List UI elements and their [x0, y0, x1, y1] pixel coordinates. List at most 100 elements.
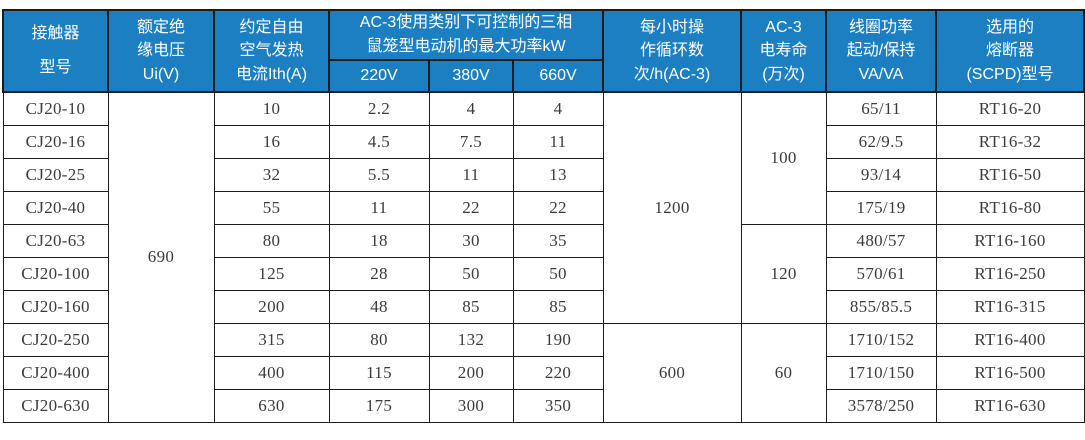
cell-kw-660v: 11: [512, 124, 604, 159]
table-row: CJ20-10 690 10 2.2 4 4 1200 100 65/11 RT…: [2, 91, 1085, 423]
cell-model: CJ20-630: [2, 388, 109, 423]
cell-insulation-voltage: 690: [107, 91, 215, 423]
cell-kw-220v: 5.5: [328, 157, 430, 192]
cell-coil-power: 93/14: [825, 157, 937, 192]
cell-kw-380v: 85: [428, 289, 514, 324]
header-insulation-voltage: 额定绝 缘电压 Ui(V): [107, 9, 215, 93]
cell-kw-220v: 2.2: [328, 91, 430, 126]
cell-ith: 80: [213, 223, 330, 258]
cell-coil-power: 855/85.5: [825, 289, 937, 324]
cell-kw-380v: 50: [428, 256, 514, 291]
cell-electrical-life: 120: [740, 223, 827, 324]
cell-fuse: RT16-250: [935, 256, 1085, 291]
cell-model: CJ20-16: [2, 124, 109, 159]
cell-coil-power: 175/19: [825, 190, 937, 225]
cell-kw-660v: 350: [512, 388, 604, 423]
table-row: CJ20-16 16 4.5 7.5 11 62/9.5 RT16-32: [2, 124, 1085, 159]
cell-coil-power: 1710/150: [825, 355, 937, 390]
cell-kw-380v: 300: [428, 388, 514, 423]
cell-kw-660v: 35: [512, 223, 604, 258]
header-thermal-current: 约定自由 空气发热 电流Ith(A): [213, 9, 330, 93]
cell-model: CJ20-100: [2, 256, 109, 291]
header-row-main: 接触器 型号 额定绝 缘电压 Ui(V) 约定自由 空气发热 电流Ith(A) …: [2, 9, 1085, 93]
cell-model: CJ20-10: [2, 91, 109, 126]
header-electrical-life: AC-3 电寿命 (万次): [740, 9, 828, 93]
header-model: 接触器 型号: [2, 9, 109, 93]
header-cycles-per-hour: 每小时操 作循环数 次/h(AC-3): [602, 9, 743, 93]
cell-kw-660v: 13: [512, 157, 604, 192]
cell-model: CJ20-250: [2, 322, 109, 357]
table-row: CJ20-250 315 80 132 190 600 60 1710/152 …: [2, 322, 1085, 423]
cell-fuse: RT16-50: [935, 157, 1085, 192]
cell-coil-power: 65/11: [825, 91, 937, 126]
table-row: CJ20-400 400 115 200 220 1710/150 RT16-5…: [2, 355, 1085, 390]
cell-fuse: RT16-32: [935, 124, 1085, 159]
cell-coil-power: 570/61: [825, 256, 937, 291]
cell-ith: 400: [213, 355, 330, 390]
cell-coil-power: 1710/152: [825, 322, 937, 357]
cell-ith: 315: [213, 322, 330, 357]
table-body: CJ20-10 690 10 2.2 4 4 1200 100 65/11 RT…: [2, 91, 1085, 423]
cell-kw-220v: 28: [328, 256, 430, 291]
cell-kw-380v: 7.5: [428, 124, 514, 159]
cell-kw-220v: 18: [328, 223, 430, 258]
cell-ith: 55: [213, 190, 330, 225]
table-header: 接触器 型号 额定绝 缘电压 Ui(V) 约定自由 空气发热 电流Ith(A) …: [2, 9, 1085, 93]
cell-model: CJ20-400: [2, 355, 109, 390]
cell-ith: 125: [213, 256, 330, 291]
cell-kw-380v: 200: [428, 355, 514, 390]
cell-kw-380v: 30: [428, 223, 514, 258]
cell-kw-660v: 4: [512, 91, 604, 126]
table-row: CJ20-630 630 175 300 350 3578/250 RT16-6…: [2, 388, 1085, 423]
header-220v: 220V: [328, 59, 430, 93]
cell-model: CJ20-160: [2, 289, 109, 324]
cell-model: CJ20-63: [2, 223, 109, 258]
cell-cycles-per-hour: 1200: [602, 91, 742, 324]
cell-kw-380v: 132: [428, 322, 514, 357]
cell-fuse: RT16-630: [935, 388, 1085, 423]
cell-kw-220v: 175: [328, 388, 430, 423]
cell-kw-380v: 11: [428, 157, 514, 192]
cell-fuse: RT16-500: [935, 355, 1085, 390]
cell-ith: 630: [213, 388, 330, 423]
table-row: CJ20-25 32 5.5 11 13 93/14 RT16-50: [2, 157, 1085, 192]
cell-coil-power: 62/9.5: [825, 124, 937, 159]
cell-coil-power: 480/57: [825, 223, 937, 258]
cell-kw-660v: 85: [512, 289, 604, 324]
cell-kw-220v: 80: [328, 322, 430, 357]
header-380v: 380V: [428, 59, 514, 93]
cell-kw-220v: 115: [328, 355, 430, 390]
cell-cycles-per-hour: 600: [602, 322, 742, 423]
cell-fuse: RT16-80: [935, 190, 1085, 225]
cell-ith: 10: [213, 91, 330, 126]
cell-fuse: RT16-160: [935, 223, 1085, 258]
header-coil-power: 线圈功率 起动/保持 VA/VA: [825, 9, 938, 93]
cell-ith: 32: [213, 157, 330, 192]
header-ac3-power-group: AC-3使用类别下可控制的三相 鼠笼型电动机的最大功率kW: [327, 9, 605, 61]
cell-electrical-life: 60: [740, 322, 827, 423]
cell-kw-660v: 50: [512, 256, 604, 291]
cell-kw-380v: 4: [428, 91, 514, 126]
cell-kw-220v: 48: [328, 289, 430, 324]
cell-coil-power: 3578/250: [825, 388, 937, 423]
cell-kw-220v: 4.5: [328, 124, 430, 159]
cell-kw-380v: 22: [428, 190, 514, 225]
cell-fuse: RT16-400: [935, 322, 1085, 357]
cell-ith: 200: [213, 289, 330, 324]
header-660v: 660V: [511, 59, 605, 93]
cell-kw-660v: 220: [512, 355, 604, 390]
cell-model: CJ20-25: [2, 157, 109, 192]
cell-model: CJ20-40: [2, 190, 109, 225]
cell-kw-220v: 11: [328, 190, 430, 225]
cell-kw-660v: 190: [512, 322, 604, 357]
cell-electrical-life: 100: [740, 91, 827, 225]
table-row: CJ20-100 125 28 50 50 570/61 RT16-250: [2, 256, 1085, 291]
header-row-voltages: 220V 380V 660V: [3, 59, 1084, 93]
cell-fuse: RT16-315: [935, 289, 1085, 324]
header-fuse: 选用的 熔断器 (SCPD)型号: [935, 9, 1085, 93]
cell-fuse: RT16-20: [935, 91, 1085, 126]
cell-ith: 16: [213, 124, 330, 159]
table-row: CJ20-40 55 11 22 22 175/19 RT16-80: [2, 190, 1085, 225]
contactor-spec-table: 接触器 型号 额定绝 缘电压 Ui(V) 约定自由 空气发热 电流Ith(A) …: [2, 9, 1085, 423]
